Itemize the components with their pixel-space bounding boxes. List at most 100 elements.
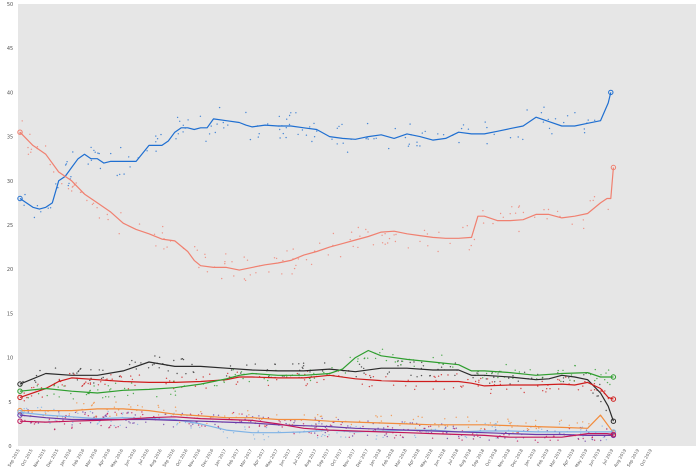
x-tick-label: Aug 2018 <box>458 448 473 467</box>
poll-dot <box>201 425 203 427</box>
poll-dot <box>86 199 88 202</box>
poll-dot <box>247 410 249 412</box>
poll-dot <box>267 379 269 382</box>
poll-dot <box>30 422 33 424</box>
poll-dot <box>467 426 470 428</box>
poll-dot <box>580 432 582 435</box>
poll-dot <box>368 385 371 388</box>
poll-dot <box>228 376 231 378</box>
poll-dot <box>526 428 529 430</box>
poll-dot <box>394 240 397 243</box>
poll-dot <box>476 433 478 435</box>
poll-dot <box>292 363 294 365</box>
poll-dot <box>511 206 513 208</box>
poll-dot <box>258 415 260 417</box>
poll-dot <box>416 376 418 378</box>
poll-dot <box>226 437 228 439</box>
poll-dot <box>593 439 596 441</box>
poll-dot <box>523 391 525 394</box>
poll-dot <box>460 385 462 387</box>
poll-dot <box>105 414 107 416</box>
poll-dot <box>80 367 82 370</box>
poll-dot <box>102 376 104 379</box>
poll-dot <box>388 147 390 150</box>
poll-dot <box>184 421 187 424</box>
poll-dot <box>262 416 264 418</box>
poll-dot <box>135 368 137 370</box>
poll-dot <box>509 213 511 215</box>
poll-dot <box>367 138 369 140</box>
poll-dot <box>55 183 57 185</box>
poll-dot <box>324 434 326 437</box>
poll-dot <box>44 145 47 147</box>
x-tick-label: Aug 2017 <box>303 448 318 467</box>
poll-dot <box>358 363 361 365</box>
poll-dot <box>263 378 265 380</box>
poll-dot <box>574 112 576 114</box>
poll-dot <box>76 379 79 381</box>
poll-dot <box>474 380 477 383</box>
poll-dot <box>182 124 184 127</box>
poll-dot <box>318 420 320 423</box>
poll-dot <box>314 416 316 419</box>
poll-dot <box>332 421 334 423</box>
x-tick-label: Feb 2016 <box>71 448 85 467</box>
poll-dot <box>606 381 609 384</box>
poll-dot <box>565 376 567 378</box>
poll-dot <box>267 384 270 387</box>
poll-dot <box>89 382 92 384</box>
poll-dot <box>558 423 561 425</box>
y-tick-label: 50 <box>7 2 13 8</box>
poll-dot <box>344 372 347 374</box>
poll-dot <box>358 420 361 422</box>
poll-dot <box>267 123 269 125</box>
poll-dot <box>504 437 506 439</box>
poll-dot <box>22 380 24 383</box>
poll-dot <box>582 219 584 221</box>
poll-dot <box>421 361 423 364</box>
poll-dot <box>262 433 264 436</box>
poll-dot <box>57 187 59 189</box>
x-tick-label: Jan 2017 <box>213 448 227 467</box>
poll-dot <box>593 389 596 391</box>
poll-dot <box>399 434 402 436</box>
poll-dot <box>427 245 429 247</box>
poll-dot <box>321 417 323 420</box>
poll-dot <box>423 427 425 430</box>
poll-dot <box>285 136 287 139</box>
poll-dot <box>275 257 278 260</box>
x-tick-label: Feb 2018 <box>381 448 395 467</box>
poll-dot <box>293 422 295 424</box>
poll-dot <box>83 382 86 385</box>
poll-dot <box>594 379 596 382</box>
poll-dot <box>93 401 95 404</box>
y-tick-label: 20 <box>7 267 13 273</box>
poll-dot <box>303 414 305 416</box>
poll-dot <box>395 233 397 236</box>
poll-dot <box>223 380 225 382</box>
poll-dot <box>175 138 177 140</box>
poll-dot <box>477 373 479 375</box>
poll-dot <box>161 232 164 234</box>
x-tick-label: Nov 2015 <box>32 448 47 467</box>
x-tick-label: Nov 2017 <box>342 448 357 467</box>
poll-dot <box>383 427 385 429</box>
poll-dot <box>605 439 608 441</box>
poll-dot <box>77 412 79 415</box>
poll-dot <box>367 357 369 359</box>
poll-dot <box>490 388 492 390</box>
poll-dot <box>518 205 521 207</box>
poll-dot <box>467 378 469 381</box>
poll-dot <box>375 137 377 139</box>
poll-dot <box>153 363 155 365</box>
poll-dot <box>93 149 95 152</box>
poll-dot <box>102 397 104 399</box>
poll-dot <box>222 431 225 433</box>
poll-dot <box>454 374 456 377</box>
poll-dot <box>458 437 460 439</box>
poll-dot <box>137 404 139 407</box>
poll-dot <box>584 380 586 383</box>
poll-dot <box>442 363 444 365</box>
poll-dot <box>89 422 92 424</box>
